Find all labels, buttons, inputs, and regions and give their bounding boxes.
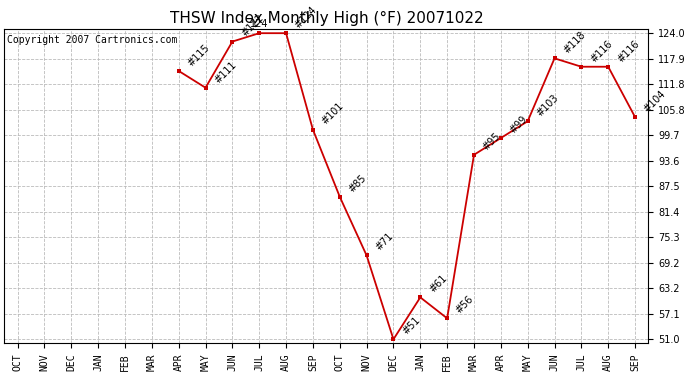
Text: #124: #124 xyxy=(293,4,319,30)
Text: #51: #51 xyxy=(400,315,422,336)
Text: #116: #116 xyxy=(589,38,614,64)
Text: #95: #95 xyxy=(481,130,502,152)
Text: 124: 124 xyxy=(250,19,268,29)
Text: #85: #85 xyxy=(346,172,368,194)
Text: #103: #103 xyxy=(535,93,560,118)
Text: #118: #118 xyxy=(562,30,587,56)
Title: THSW Index Monthly High (°F) 20071022: THSW Index Monthly High (°F) 20071022 xyxy=(170,11,483,26)
Text: #61: #61 xyxy=(427,273,449,295)
Text: Copyright 2007 Cartronics.com: Copyright 2007 Cartronics.com xyxy=(8,35,178,45)
Text: #111: #111 xyxy=(213,59,238,85)
Text: #71: #71 xyxy=(373,231,395,253)
Text: #56: #56 xyxy=(454,294,475,315)
Text: #115: #115 xyxy=(186,42,212,68)
Text: #101: #101 xyxy=(320,101,346,127)
Text: #122: #122 xyxy=(239,13,265,39)
Text: #99: #99 xyxy=(508,114,529,135)
Text: #104: #104 xyxy=(642,88,668,114)
Text: #116: #116 xyxy=(615,38,641,64)
